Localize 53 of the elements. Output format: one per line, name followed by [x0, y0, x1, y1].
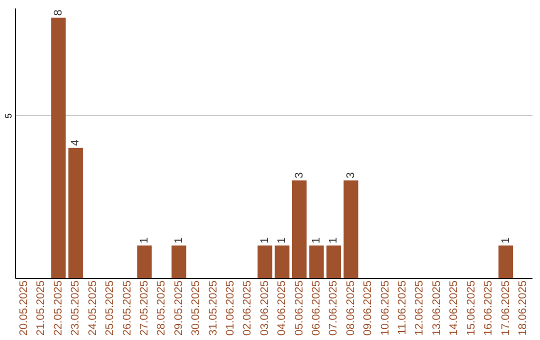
- x-tick-label: 20.05.2025: [18, 280, 30, 336]
- bar: [258, 245, 272, 278]
- x-tick-label: 18.06.2025: [516, 280, 529, 336]
- data-label: 1: [310, 237, 323, 244]
- x-tick-label: 17.06.2025: [500, 280, 512, 336]
- x-tick-label: 24.05.2025: [86, 280, 99, 336]
- bar: [344, 180, 358, 278]
- x-tick-label: 09.06.2025: [362, 280, 374, 336]
- data-label: 1: [138, 237, 150, 244]
- data-label: 3: [293, 172, 306, 178]
- bar: [326, 245, 342, 278]
- x-tick-label: 22.05.2025: [52, 280, 64, 336]
- bar: [274, 245, 290, 278]
- x-tick-label: 31.05.2025: [207, 280, 220, 336]
- bar: [51, 18, 66, 278]
- x-tick-label: 07.06.2025: [328, 280, 340, 336]
- x-tick-label: 05.06.2025: [293, 280, 306, 336]
- x-tick-label: 25.05.2025: [104, 280, 116, 336]
- data-label: 1: [276, 237, 288, 244]
- data-label: 3: [344, 172, 357, 178]
- x-tick-label: 01.06.2025: [224, 280, 236, 336]
- data-label: 8: [52, 10, 64, 16]
- x-tick-label: 15.06.2025: [465, 280, 478, 336]
- data-label: 1: [258, 237, 271, 244]
- bar: [292, 180, 307, 278]
- bar: [498, 245, 514, 278]
- x-tick-label: 08.06.2025: [344, 280, 357, 336]
- x-tick-label: 14.06.2025: [448, 280, 460, 336]
- bar: [172, 245, 186, 278]
- data-label: 4: [70, 140, 82, 146]
- x-tick-label: 10.06.2025: [379, 280, 392, 336]
- bar: [68, 148, 83, 278]
- bar: [137, 245, 152, 278]
- x-tick-label: 04.06.2025: [276, 280, 288, 336]
- data-label: 1: [328, 237, 340, 244]
- x-tick-label: 21.05.2025: [35, 280, 48, 336]
- y-tick-label: 5: [4, 113, 14, 118]
- x-tick-label: 29.05.2025: [172, 280, 185, 336]
- x-tick-label: 23.05.2025: [70, 280, 82, 336]
- x-tick-label: 12.06.2025: [414, 280, 426, 336]
- x-tick-label: 26.05.2025: [121, 280, 134, 336]
- x-tick-label: 11.06.2025: [396, 280, 409, 335]
- data-label: 1: [500, 237, 512, 244]
- data-label: 1: [172, 237, 185, 244]
- x-tick-label: 02.06.2025: [242, 280, 254, 336]
- x-tick-label: 06.06.2025: [310, 280, 323, 336]
- x-tick-label: 30.05.2025: [190, 280, 202, 336]
- bar: [309, 245, 324, 278]
- x-tick-label: 27.05.2025: [138, 280, 150, 336]
- x-tick-label: 03.06.2025: [258, 280, 271, 336]
- x-tick-label: 13.06.2025: [430, 280, 443, 336]
- x-tick-label: 28.05.2025: [156, 280, 168, 336]
- x-tick-label: 16.06.2025: [482, 280, 495, 336]
